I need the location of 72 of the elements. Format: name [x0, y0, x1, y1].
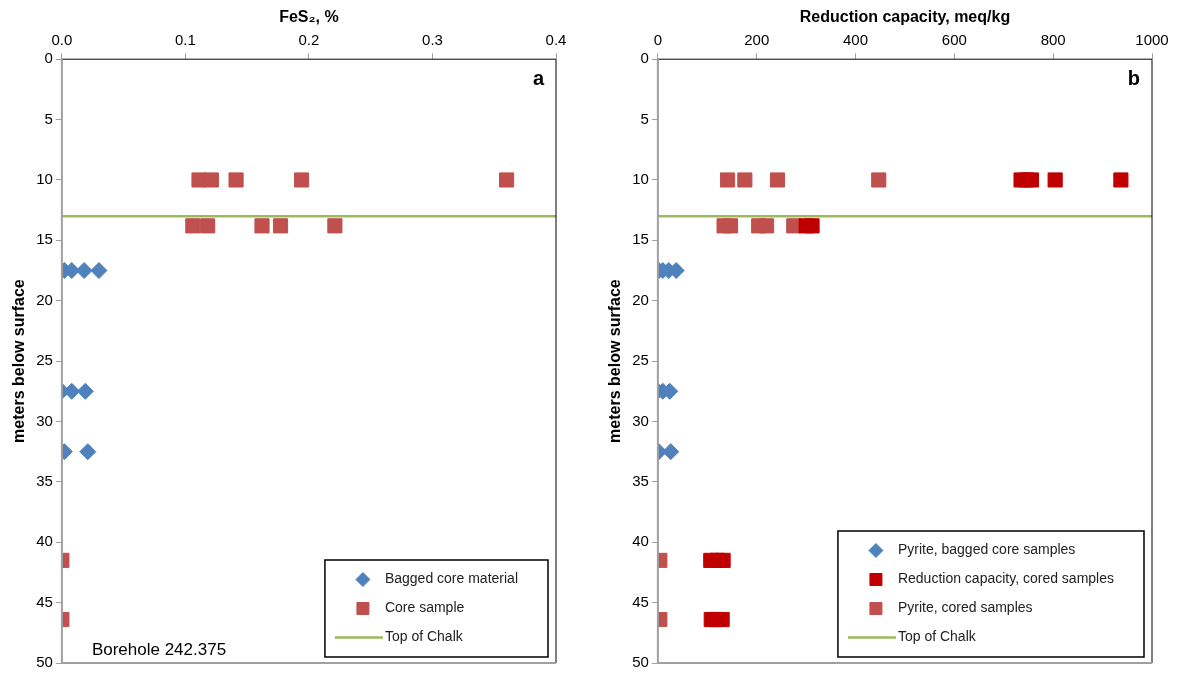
y-tick-label: 5 [640, 109, 649, 127]
x-tick-label: 800 [1040, 31, 1066, 49]
x-tick-label: 0.0 [51, 31, 73, 49]
y-tick-label: 0 [44, 49, 53, 67]
y-axis-title: meters below surface [606, 279, 624, 443]
point [1047, 172, 1063, 188]
point [1113, 172, 1129, 188]
y-tick-label: 0 [640, 49, 649, 67]
legend-label: Reduction capacity, cored samples [897, 570, 1115, 587]
x-tick-label: 0.4 [545, 31, 567, 49]
y-tick-label: 45 [632, 592, 649, 610]
y-axis-title: meters below surface [10, 279, 28, 443]
point [293, 172, 310, 188]
y-tick-label: 20 [632, 290, 649, 308]
y-tick-label: 30 [36, 411, 53, 429]
y-tick-label: 15 [632, 230, 649, 248]
y-tick-label: 10 [36, 170, 53, 188]
x-axis-title: FeS₂, % [279, 8, 339, 26]
point [75, 262, 93, 280]
point [737, 172, 753, 188]
x-tick-label: 400 [843, 31, 869, 49]
point [769, 172, 786, 188]
point [715, 552, 731, 568]
y-tick-label: 45 [36, 592, 53, 610]
y-tick-label: 10 [632, 170, 649, 188]
point [722, 218, 739, 234]
legend-label: Core sample [384, 599, 465, 616]
legend-label: Top of Chalk [384, 628, 464, 645]
x-tick-label: 0.1 [174, 31, 196, 49]
point [714, 611, 730, 628]
y-tick-label: 50 [36, 653, 53, 671]
y-tick-label: 40 [36, 532, 53, 550]
y-tick-label: 30 [632, 411, 649, 429]
point [1023, 172, 1040, 188]
point [327, 218, 343, 234]
point [79, 443, 97, 461]
annotation: a [532, 66, 545, 89]
point [76, 382, 94, 400]
x-axis-title: Reduction capacity, meq/kg [799, 8, 1011, 26]
y-tick-label: 35 [632, 472, 649, 489]
x-tick-label: 0.2 [298, 31, 320, 49]
point [203, 172, 219, 188]
x-tick-label: 600 [941, 31, 967, 49]
y-tick-label: 50 [632, 653, 649, 671]
legend-label: Top of Chalk [897, 628, 977, 645]
point [759, 218, 775, 234]
annotation: b [1127, 66, 1140, 89]
y-tick-label: 5 [44, 109, 53, 127]
point [200, 218, 216, 234]
y-tick-label: 20 [36, 290, 53, 308]
annotation: Borehole 242.375 [91, 640, 227, 660]
y-tick-label: 40 [632, 532, 649, 550]
point [719, 172, 736, 188]
point [272, 218, 289, 234]
legend-label: Bagged core material [384, 570, 518, 587]
point [185, 218, 201, 234]
point [499, 172, 515, 188]
legend-label: Pyrite, bagged core samples [897, 541, 1076, 558]
point [804, 218, 820, 234]
point [228, 172, 244, 188]
x-tick-label: 1000 [1135, 31, 1169, 49]
y-tick-label: 15 [36, 230, 53, 248]
y-tick-label: 25 [36, 351, 53, 369]
point [90, 262, 108, 280]
legend-label: Pyrite, cored samples [897, 599, 1033, 616]
x-tick-label: 0 [653, 31, 663, 49]
point [871, 172, 887, 188]
x-tick-label: 200 [744, 31, 770, 49]
y-tick-label: 25 [632, 351, 649, 369]
point [254, 218, 270, 234]
x-tick-label: 0.3 [422, 31, 443, 49]
y-tick-label: 35 [36, 472, 53, 489]
